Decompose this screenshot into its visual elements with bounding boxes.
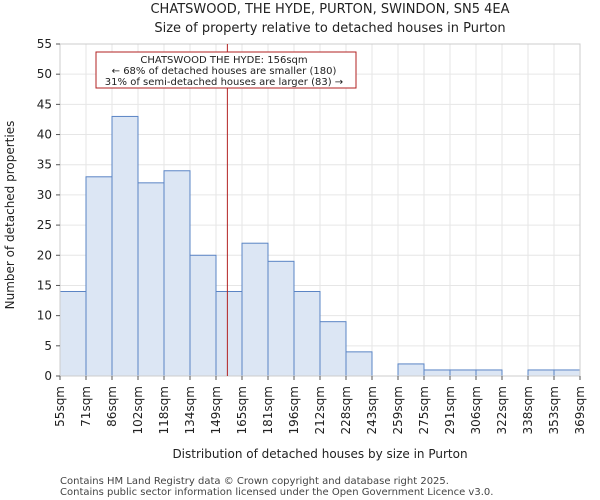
y-tick-label: 40 bbox=[37, 128, 52, 142]
histogram-bar bbox=[397, 363, 425, 377]
x-tick-label: 102sqm bbox=[131, 386, 145, 434]
annotation-box bbox=[95, 51, 357, 89]
chart-title: CHATSWOOD, THE HYDE, PURTON, SWINDON, SN… bbox=[150, 2, 509, 17]
histogram-bar bbox=[241, 242, 269, 377]
histogram-bar bbox=[111, 115, 139, 377]
histogram-bar bbox=[163, 170, 191, 377]
histogram-bar bbox=[553, 369, 581, 377]
y-tick-label: 30 bbox=[37, 188, 52, 202]
histogram-bar bbox=[215, 290, 243, 377]
x-tick-labels: 55sqm 71sqm 86sqm 102sqm 118sqm 134sqm 149sqm 1… bbox=[53, 376, 587, 434]
x-tick-label: 165sqm bbox=[235, 386, 249, 434]
y-tick-label: 5 bbox=[44, 339, 52, 353]
x-tick-label: 243sqm bbox=[365, 386, 379, 434]
histogram-bar bbox=[423, 369, 451, 377]
histogram-bar bbox=[137, 182, 165, 377]
y-axis-title: Number of detached properties bbox=[3, 121, 17, 310]
annotation-line: ← 68% of detached houses are smaller (18… bbox=[112, 66, 337, 77]
x-tick-label: 196sqm bbox=[287, 386, 301, 434]
y-tick-labels: 0 5 10 15 20 25 30 35 40 45 50 55 bbox=[37, 37, 60, 383]
histogram-bar bbox=[59, 290, 87, 377]
x-tick-label: 291sqm bbox=[443, 386, 457, 434]
y-tick-label: 50 bbox=[37, 67, 52, 81]
annotation-line: CHATSWOOD THE HYDE: 156sqm bbox=[140, 55, 307, 66]
x-tick-label: 259sqm bbox=[391, 386, 405, 434]
footer-line-2: Contains public sector information licen… bbox=[60, 487, 493, 498]
y-tick-label: 25 bbox=[37, 218, 52, 232]
x-tick-label: 353sqm bbox=[547, 386, 561, 434]
y-tick-label: 35 bbox=[37, 158, 52, 172]
annotation-line: 31% of semi-detached houses are larger (… bbox=[105, 77, 343, 88]
histogram-bar bbox=[267, 260, 295, 377]
x-tick-label: 118sqm bbox=[157, 386, 171, 434]
x-tick-label: 134sqm bbox=[183, 386, 197, 434]
x-tick-label: 369sqm bbox=[573, 386, 587, 434]
y-tick-label: 0 bbox=[44, 369, 52, 383]
x-axis-title: Distribution of detached houses by size … bbox=[172, 447, 467, 461]
histogram-bar bbox=[449, 369, 477, 377]
x-tick-label: 228sqm bbox=[339, 386, 353, 434]
x-tick-label: 275sqm bbox=[417, 386, 431, 434]
histogram-bar bbox=[189, 254, 217, 377]
y-tick-label: 45 bbox=[37, 97, 52, 111]
y-tick-label: 15 bbox=[37, 278, 52, 292]
histogram-bar bbox=[345, 351, 373, 377]
x-tick-label: 322sqm bbox=[495, 386, 509, 434]
bars bbox=[59, 115, 581, 377]
x-tick-label: 181sqm bbox=[261, 386, 275, 434]
histogram-bar bbox=[293, 290, 321, 377]
property-marker: CHATSWOOD THE HYDE: 156sqm← 68% of detac… bbox=[95, 44, 357, 376]
x-tick-label: 55sqm bbox=[53, 386, 67, 427]
y-tick-label: 20 bbox=[37, 248, 52, 262]
histogram-bar bbox=[475, 369, 503, 377]
x-tick-label: 306sqm bbox=[469, 386, 483, 434]
x-tick-label: 149sqm bbox=[209, 386, 223, 434]
y-tick-label: 55 bbox=[37, 37, 52, 51]
chart-subtitle: Size of property relative to detached ho… bbox=[154, 21, 505, 36]
histogram-bar bbox=[319, 321, 347, 377]
histogram-bar bbox=[527, 369, 555, 377]
x-tick-label: 86sqm bbox=[105, 386, 119, 427]
y-tick-label: 10 bbox=[37, 309, 52, 323]
footer-line-1: Contains HM Land Registry data © Crown c… bbox=[60, 476, 449, 487]
x-tick-label: 338sqm bbox=[521, 386, 535, 434]
histogram-bar bbox=[85, 176, 113, 377]
x-tick-label: 212sqm bbox=[313, 386, 327, 434]
x-tick-label: 71sqm bbox=[79, 386, 93, 427]
